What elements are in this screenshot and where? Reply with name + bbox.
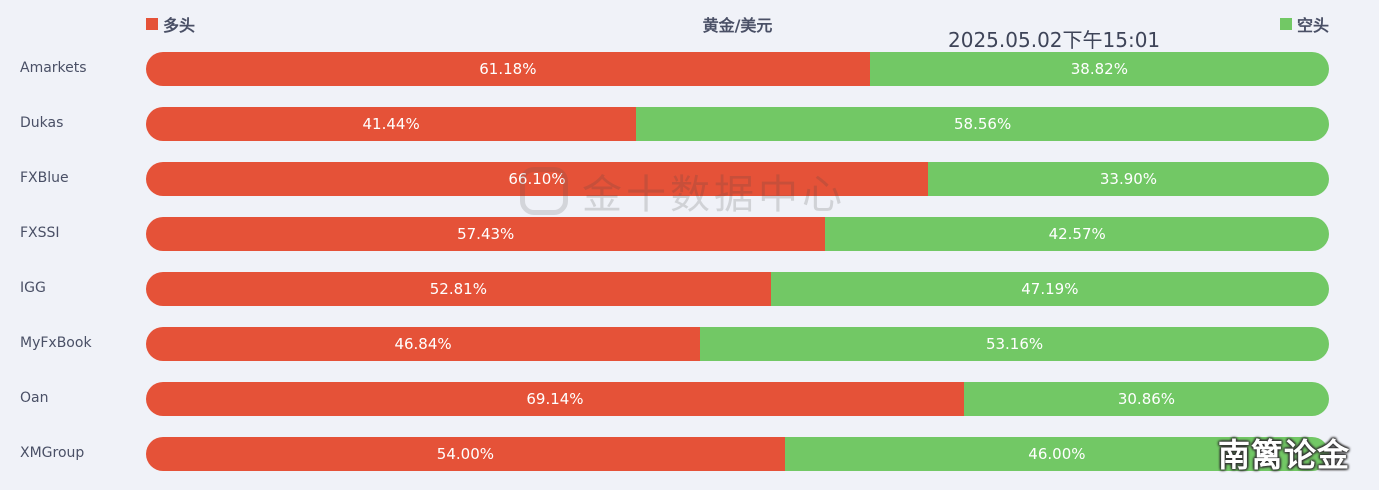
bar-short-segment[interactable]: 46.00% — [784, 437, 1329, 471]
legend-long-label: 多头 — [163, 16, 196, 35]
chart-title: 黄金/美元 — [702, 16, 773, 35]
bar-long-segment[interactable]: 41.44% — [146, 107, 637, 141]
bar-long-segment[interactable]: 57.43% — [146, 217, 826, 251]
timestamp: 2025.05.02下午15:01 — [948, 28, 1161, 52]
bar-short-segment[interactable]: 38.82% — [869, 52, 1329, 86]
bar-short-segment[interactable]: 58.56% — [636, 107, 1329, 141]
category-label: XMGroup — [20, 445, 85, 461]
bar-row[interactable]: 46.84% 53.16% — [146, 327, 1329, 361]
bar-long-segment[interactable]: 54.00% — [146, 437, 785, 471]
bar-long-segment[interactable]: 52.81% — [146, 272, 771, 306]
bar-row[interactable]: 66.10% 33.90% — [146, 162, 1329, 196]
legend-short[interactable]: 空头 — [1279, 12, 1329, 36]
bar-short-segment[interactable]: 42.57% — [825, 217, 1329, 251]
bar-row[interactable]: 69.14% 30.86% — [146, 382, 1329, 416]
category-label: MyFxBook — [20, 335, 92, 351]
category-label: IGG — [20, 280, 46, 296]
brand-watermark: 南篱论金 — [1218, 436, 1351, 474]
bar-short-segment[interactable]: 47.19% — [770, 272, 1329, 306]
bar-short-segment[interactable]: 53.16% — [700, 327, 1329, 361]
bar-long-segment[interactable]: 46.84% — [146, 327, 701, 361]
bar-row[interactable]: 54.00% 46.00% — [146, 437, 1329, 471]
bar-long-segment[interactable]: 61.18% — [146, 52, 870, 86]
bar-long-segment[interactable]: 66.10% — [146, 162, 928, 196]
category-label: Dukas — [20, 115, 64, 131]
category-label: Oan — [20, 390, 49, 406]
legend-long-swatch — [146, 18, 158, 30]
bar-row[interactable]: 52.81% 47.19% — [146, 272, 1329, 306]
category-label: FXSSI — [20, 225, 60, 241]
bar-row[interactable]: 41.44% 58.56% — [146, 107, 1329, 141]
category-label: FXBlue — [20, 170, 69, 186]
category-label: Amarkets — [20, 60, 87, 76]
legend-short-label: 空头 — [1296, 16, 1329, 35]
bar-short-segment[interactable]: 33.90% — [927, 162, 1329, 196]
legend-short-swatch — [1279, 18, 1292, 30]
bar-short-segment[interactable]: 30.86% — [963, 382, 1329, 416]
legend-long[interactable]: 多头 — [146, 12, 195, 36]
bar-long-segment[interactable]: 69.14% — [146, 382, 964, 416]
bar-row[interactable]: 61.18% 38.82% — [146, 52, 1329, 86]
bar-row[interactable]: 57.43% 42.57% — [146, 217, 1329, 251]
